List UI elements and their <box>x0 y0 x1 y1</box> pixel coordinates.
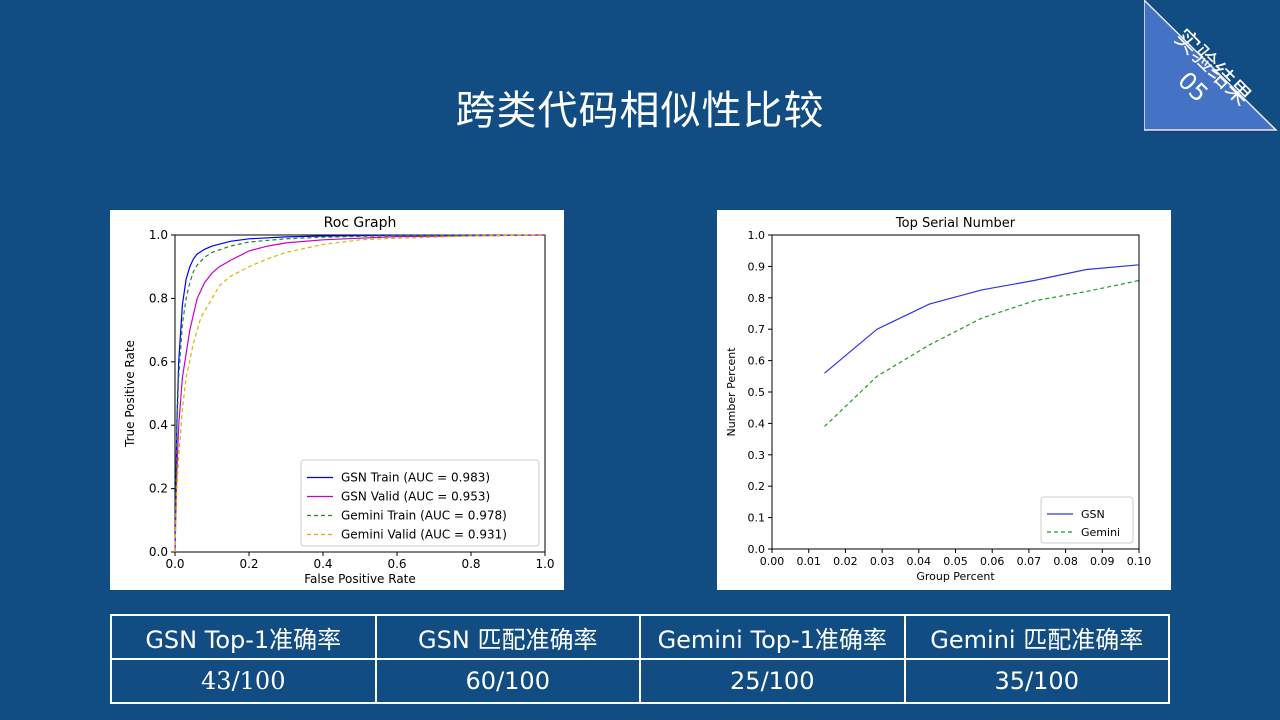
x-tick-label: 0.00 <box>760 555 785 568</box>
x-axis-label: Group Percent <box>916 570 995 583</box>
y-tick-label: 0.2 <box>149 482 168 496</box>
y-tick-label: 0.8 <box>149 291 168 305</box>
x-tick-label: 0.05 <box>943 555 968 568</box>
x-tick-label: 0.10 <box>1127 555 1152 568</box>
y-tick-label: 0.8 <box>748 292 766 305</box>
header-gemini-match: Gemini 匹配准确率 <box>903 614 1170 660</box>
x-tick-label: 0.4 <box>313 557 332 571</box>
results-value-row: 43/100 60/100 25/100 35/100 <box>110 658 1170 704</box>
slide-title: 跨类代码相似性比较 <box>455 88 825 134</box>
legend-label: GSN Train (AUC = 0.983) <box>341 471 490 485</box>
x-tick-label: 0.03 <box>870 555 895 568</box>
top-serial-chart-svg: Top Serial Number 0.00 0.01 0.02 0.03 0.04 0.0… <box>725 216 1152 583</box>
series-line-1 <box>174 234 546 553</box>
legend-label: Gemini <box>1081 526 1120 539</box>
y-axis-label: Number Percent <box>725 347 738 437</box>
y-tick-label: 0.7 <box>748 323 766 336</box>
y-tick-label: 0.4 <box>748 417 766 430</box>
x-tick-label: 0.04 <box>907 555 932 568</box>
x-tick-label: 0.08 <box>1053 555 1078 568</box>
y-tick-label: 0.0 <box>748 543 766 556</box>
y-tick-label: 0.9 <box>748 260 766 273</box>
plot-frame <box>174 234 546 553</box>
x-tick-label: 0.01 <box>796 555 821 568</box>
x-axis-label: False Positive Rate <box>304 572 416 586</box>
y-tick-label: 0.4 <box>149 418 168 432</box>
roc-chart: Roc Graph 0.0 0.2 0.4 0.6 0.8 1.0 0.0 0.2 0.4 0.6 0… <box>110 210 564 590</box>
legend-box <box>300 459 540 547</box>
value-gemini-match: 35/100 <box>903 658 1170 704</box>
series-line-1 <box>824 279 1140 427</box>
x-tick-label: 0.07 <box>1017 555 1042 568</box>
y-axis-label: True Positive Rate <box>123 340 137 448</box>
value-gsn-top1: 43/100 <box>110 658 377 704</box>
y-tick-label: 0.0 <box>149 545 168 559</box>
y-tick-label: 0.1 <box>748 512 766 525</box>
header-gsn-top1: GSN Top-1准确率 <box>110 614 377 660</box>
x-tick-label: 0.2 <box>239 557 258 571</box>
x-tick-label: 0.8 <box>461 557 480 571</box>
series-line-0 <box>174 234 546 553</box>
series-line-2 <box>174 234 546 553</box>
header-gemini-top1: Gemini Top-1准确率 <box>639 614 906 660</box>
section-corner-badge: 实验结果 05 <box>1144 0 1278 132</box>
results-table: GSN Top-1准确率 GSN 匹配准确率 Gemini Top-1准确率 G… <box>110 614 1170 704</box>
roc-chart-svg: Roc Graph 0.0 0.2 0.4 0.6 0.8 1.0 0.0 0.2 0.4 0.6 0… <box>123 215 555 586</box>
value-gsn-match: 60/100 <box>374 658 641 704</box>
top-serial-chart: Top Serial Number 0.00 0.01 0.02 0.03 0.04 0.0… <box>717 210 1171 590</box>
y-tick-label: 0.2 <box>748 480 766 493</box>
chart-title: Roc Graph <box>324 215 397 231</box>
legend-label: GSN Valid (AUC = 0.953) <box>341 490 490 504</box>
series-line-0 <box>824 264 1140 374</box>
y-tick-label: 0.6 <box>748 355 766 368</box>
x-tick-label: 0.09 <box>1090 555 1115 568</box>
y-tick-label: 0.5 <box>748 386 766 399</box>
value-gemini-top1: 25/100 <box>639 658 906 704</box>
y-tick-label: 1.0 <box>149 228 168 242</box>
legend-label: Gemini Valid (AUC = 0.931) <box>341 528 507 542</box>
x-tick-label: 1.0 <box>535 557 554 571</box>
x-tick-label: 0.02 <box>833 555 858 568</box>
y-tick-label: 0.3 <box>748 449 766 462</box>
results-header-row: GSN Top-1准确率 GSN 匹配准确率 Gemini Top-1准确率 G… <box>110 614 1170 660</box>
legend-label: Gemini Train (AUC = 0.978) <box>341 509 507 523</box>
y-tick-label: 0.6 <box>149 355 168 369</box>
chart-title: Top Serial Number <box>895 216 1016 231</box>
x-tick-label: 0.0 <box>165 557 184 571</box>
x-tick-label: 0.06 <box>980 555 1005 568</box>
x-tick-label: 0.6 <box>387 557 406 571</box>
header-gsn-match: GSN 匹配准确率 <box>374 614 641 660</box>
series-line-3 <box>174 234 546 553</box>
y-tick-label: 1.0 <box>748 229 766 242</box>
legend-label: GSN <box>1081 508 1105 521</box>
